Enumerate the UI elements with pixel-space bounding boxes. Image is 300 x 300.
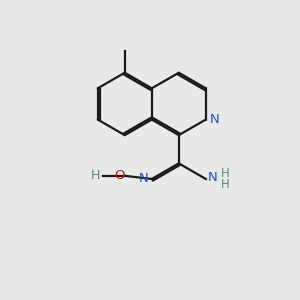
Text: N: N bbox=[138, 172, 148, 185]
Text: H: H bbox=[221, 167, 230, 180]
Text: N: N bbox=[210, 113, 219, 126]
Text: H: H bbox=[221, 178, 230, 191]
Text: H: H bbox=[91, 169, 100, 182]
Text: N: N bbox=[208, 171, 218, 184]
Text: O: O bbox=[115, 169, 125, 182]
